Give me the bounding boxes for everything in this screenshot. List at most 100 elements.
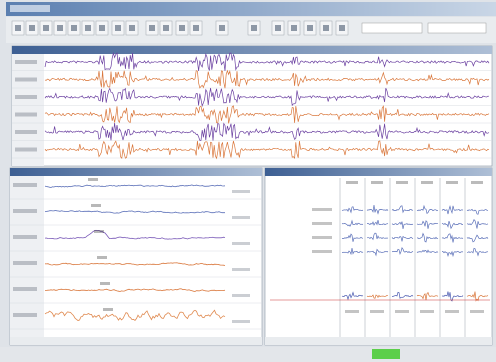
toolbar-icon <box>219 25 225 31</box>
status-indicator <box>372 349 400 359</box>
panel-footer <box>10 337 262 345</box>
average-trace <box>45 288 226 292</box>
channel-label-blur <box>232 242 250 245</box>
panel-footer <box>265 337 492 345</box>
response-trace <box>391 205 414 214</box>
response-trace <box>341 291 364 301</box>
toolbar-icon <box>57 25 63 31</box>
channel-label-blur <box>232 190 250 193</box>
panel-header <box>265 168 492 176</box>
toolbar-icon <box>323 25 329 31</box>
value-blur <box>420 310 434 313</box>
response-trace <box>416 204 439 215</box>
marker-label-blur <box>88 178 98 181</box>
channel-label-blur <box>232 268 250 271</box>
marker-label-blur <box>91 204 101 207</box>
channel-label-blur <box>15 130 37 134</box>
column-header-blur <box>421 181 433 184</box>
signal-trace <box>44 140 490 160</box>
signal-trace <box>44 122 490 141</box>
average-trace <box>44 309 226 321</box>
response-trace <box>466 208 489 215</box>
value-blur <box>345 310 359 313</box>
row-label-blur <box>312 250 332 253</box>
marker-label-blur <box>100 282 110 285</box>
response-trace <box>466 234 489 243</box>
panel-header <box>12 46 492 54</box>
traces-panel <box>264 167 493 346</box>
toolbar-icon <box>71 25 77 31</box>
toolbar-icon <box>291 25 297 31</box>
channel-label-blur <box>15 147 37 152</box>
combo-box[interactable] <box>427 22 487 34</box>
toolbar-icon <box>29 25 35 31</box>
raw-panel <box>11 45 493 167</box>
channel-label-blur <box>13 313 37 317</box>
response-trace <box>416 249 439 254</box>
marker-label-blur <box>94 230 104 233</box>
response-trace <box>416 291 439 301</box>
channel-label-blur <box>232 216 250 219</box>
value-blur <box>395 310 409 313</box>
toolbar-icon <box>179 25 185 31</box>
channel-label-blur <box>15 60 37 64</box>
toolbar-icon <box>307 25 313 31</box>
toolbar-icon <box>129 25 135 31</box>
response-trace <box>441 250 464 258</box>
response-trace <box>341 206 364 214</box>
panel-header <box>10 168 262 176</box>
response-trace <box>366 248 389 257</box>
marker-label-blur <box>97 256 107 259</box>
column-header-blur <box>446 181 458 184</box>
response-trace <box>391 246 414 256</box>
value-blur <box>445 310 459 313</box>
channel-label-blur <box>15 95 37 99</box>
channel-label-blur <box>15 77 37 82</box>
average-trace <box>44 229 226 240</box>
toolbar-icon <box>339 25 345 31</box>
response-trace <box>366 232 389 241</box>
toolbar-icon <box>251 25 257 31</box>
response-trace <box>441 205 464 215</box>
response-trace <box>391 221 414 229</box>
response-trace <box>367 220 389 226</box>
toolbar-icon <box>163 25 169 31</box>
channel-label-blur <box>15 112 37 117</box>
averaged-panel <box>9 167 263 346</box>
response-trace <box>342 233 364 242</box>
toolbar-icon <box>85 25 91 31</box>
response-trace <box>441 220 463 230</box>
channel-label-blur <box>232 320 250 323</box>
signal-trace <box>44 51 490 71</box>
response-trace <box>467 247 489 257</box>
channel-label-blur <box>13 183 37 187</box>
column-header-blur <box>371 181 383 184</box>
column-header-blur <box>471 181 483 184</box>
value-blur <box>370 310 384 313</box>
response-trace <box>392 291 414 299</box>
response-trace <box>366 294 388 299</box>
column-header-blur <box>396 181 408 184</box>
response-trace <box>416 220 439 229</box>
combo-box[interactable] <box>361 22 423 34</box>
response-trace <box>441 233 464 243</box>
channel-label-blur <box>232 294 250 297</box>
response-trace <box>366 205 389 215</box>
row-label-blur <box>312 222 332 225</box>
response-trace <box>466 218 489 229</box>
toolbar-icon <box>15 25 21 31</box>
toolbar-icon <box>149 25 155 31</box>
waveforms <box>10 51 492 337</box>
toolbar-buttons <box>11 20 349 36</box>
toolbar-icon <box>275 25 281 31</box>
response-trace <box>441 291 464 302</box>
row-label-blur <box>312 208 332 211</box>
value-blur <box>470 310 484 313</box>
toolbar-icon <box>115 25 121 31</box>
response-trace <box>391 235 414 242</box>
status-bar <box>0 347 496 362</box>
channel-label-blur <box>13 261 37 265</box>
toolbar-icon <box>43 25 49 31</box>
